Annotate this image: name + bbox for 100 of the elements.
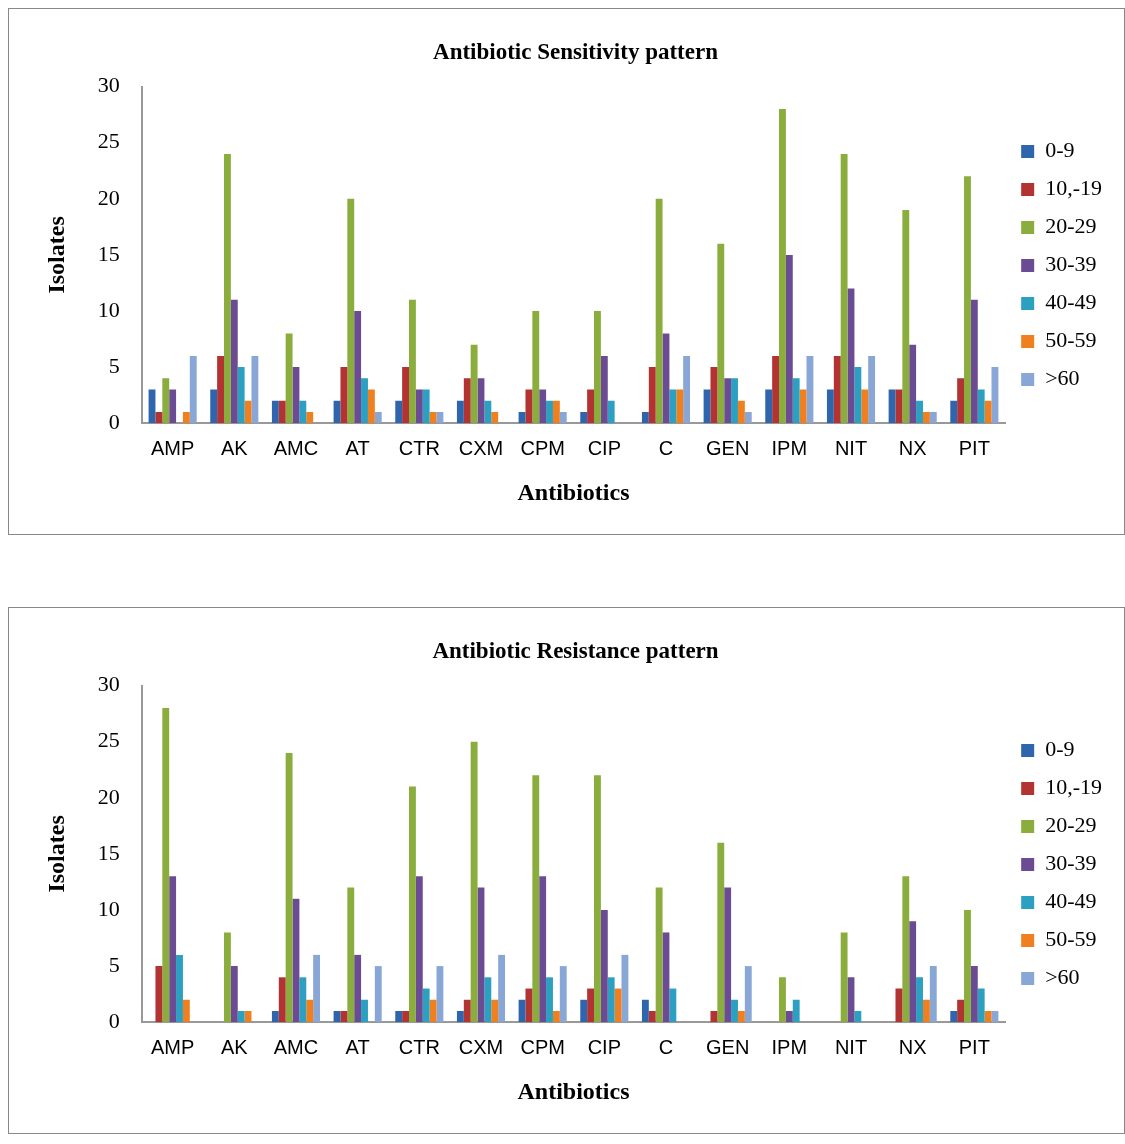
x-axis-title: Antibiotics <box>517 478 630 505</box>
bar <box>162 708 170 1023</box>
bar <box>484 400 492 424</box>
bar <box>402 367 410 424</box>
bar <box>395 400 403 424</box>
y-tick-label: 25 <box>97 727 120 753</box>
bar <box>409 786 416 1023</box>
bar <box>374 411 382 424</box>
bar <box>641 411 649 424</box>
chart-title: Antibiotic Resistance pattern <box>432 637 719 663</box>
bar <box>737 1010 745 1023</box>
bar <box>977 988 985 1023</box>
x-tick-label: NIT <box>834 1035 868 1058</box>
bar <box>182 411 190 424</box>
bar <box>984 400 992 424</box>
bar <box>710 1010 718 1023</box>
bar <box>402 1010 410 1023</box>
bar <box>977 389 985 424</box>
bar <box>648 1010 656 1023</box>
bar <box>710 367 718 424</box>
bar <box>217 355 224 424</box>
bar <box>189 355 197 424</box>
y-tick-label: 0 <box>108 408 120 434</box>
bar <box>744 411 752 424</box>
legend-label: 20-29 <box>1045 812 1097 838</box>
bar <box>552 1010 560 1023</box>
bar <box>909 921 917 1023</box>
bar <box>409 299 416 424</box>
bar <box>271 1010 279 1023</box>
bar <box>594 775 601 1023</box>
bar <box>792 999 800 1023</box>
x-tick-label: GEN <box>705 1035 750 1058</box>
y-tick-label: 15 <box>97 839 120 865</box>
x-tick-label: AMC <box>273 436 319 459</box>
bar <box>765 389 773 424</box>
bar <box>744 966 752 1023</box>
legend-label: 40-49 <box>1045 289 1097 315</box>
y-tick-label: 10 <box>97 296 120 322</box>
bar <box>354 311 362 424</box>
legend-label: 10,-19 <box>1045 774 1102 800</box>
bar <box>868 355 876 424</box>
x-tick-label: CIP <box>587 436 621 459</box>
bar <box>498 954 506 1023</box>
legend-label: 0-9 <box>1045 137 1075 163</box>
legend-label: 50-59 <box>1045 327 1097 353</box>
x-tick-label: CXM <box>458 1035 504 1058</box>
bar <box>224 932 231 1023</box>
y-tick-label: 5 <box>108 951 120 977</box>
bar <box>724 378 732 424</box>
bar <box>306 999 314 1023</box>
bar <box>854 1010 862 1023</box>
bar <box>230 966 238 1023</box>
bar <box>361 378 368 424</box>
bar <box>347 887 355 1023</box>
x-tick-label: AMP <box>150 1035 195 1058</box>
bar <box>525 389 533 424</box>
bar <box>717 243 725 424</box>
bar <box>299 400 307 424</box>
bar <box>285 752 293 1023</box>
legend-label: 40-49 <box>1045 888 1097 914</box>
y-axis-title: Isolates <box>42 815 69 893</box>
bar <box>539 876 547 1023</box>
bar <box>957 378 965 424</box>
bar <box>641 999 649 1023</box>
bar <box>779 109 786 424</box>
bar <box>717 842 725 1023</box>
bar <box>546 400 553 424</box>
bar <box>826 389 834 424</box>
bar <box>648 367 656 424</box>
bar <box>176 954 183 1023</box>
bar <box>737 400 745 424</box>
bar <box>525 988 533 1023</box>
x-tick-label: NX <box>898 436 927 459</box>
chart-title: Antibiotic Sensitivity pattern <box>433 38 719 64</box>
x-tick-label: AK <box>220 1035 249 1058</box>
bar <box>463 378 471 424</box>
bar <box>922 999 930 1023</box>
bar <box>436 411 444 424</box>
x-tick-label: AT <box>345 436 370 459</box>
x-axis-title: Antibiotics <box>517 1077 630 1104</box>
x-tick-label: IPM <box>771 1035 808 1058</box>
bar <box>169 389 177 424</box>
bar <box>929 966 937 1023</box>
bar <box>559 411 567 424</box>
bar <box>237 367 245 424</box>
bar <box>594 311 601 424</box>
bar <box>799 389 807 424</box>
x-tick-label: AK <box>220 436 249 459</box>
bar <box>415 389 423 424</box>
bar <box>552 400 560 424</box>
bar <box>902 210 910 424</box>
x-tick-label: AMP <box>150 436 195 459</box>
legend-label: 10,-19 <box>1045 175 1102 201</box>
x-tick-label: IPM <box>771 436 808 459</box>
bar <box>916 977 923 1023</box>
bar <box>669 389 677 424</box>
bar <box>340 367 348 424</box>
bar <box>422 988 430 1023</box>
bar <box>278 977 286 1023</box>
bar <box>532 775 540 1023</box>
